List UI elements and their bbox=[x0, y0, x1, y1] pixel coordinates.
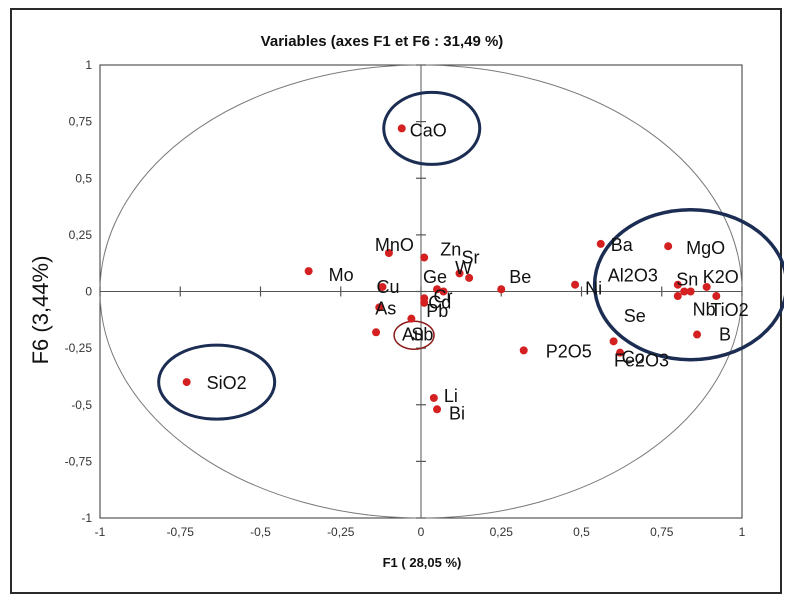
label-ni: Ni bbox=[585, 279, 602, 299]
point-b bbox=[693, 330, 702, 339]
x-axis-label: F1 ( 28,05 %) bbox=[383, 555, 462, 570]
label-ba: Ba bbox=[611, 235, 634, 255]
y-tick-label: -1 bbox=[81, 511, 92, 525]
point-fe2o3 bbox=[616, 348, 625, 357]
point-pb bbox=[420, 298, 429, 307]
point-nb bbox=[686, 287, 695, 296]
x-tick-label: -0,75 bbox=[167, 525, 195, 539]
label-mno: MnO bbox=[375, 235, 414, 255]
x-tick-label: 0,25 bbox=[490, 525, 514, 539]
label-as: As bbox=[375, 298, 396, 318]
label-sio2: SiO2 bbox=[207, 373, 247, 393]
label-tio2: TiO2 bbox=[710, 300, 748, 320]
point-cu bbox=[378, 282, 387, 291]
y-tick-label: -0,5 bbox=[71, 398, 92, 412]
point-bi bbox=[433, 405, 442, 414]
point-ba bbox=[596, 239, 605, 248]
point-mno bbox=[384, 248, 393, 257]
point-au bbox=[372, 328, 381, 337]
y-tick-label: -0,75 bbox=[65, 454, 93, 468]
label-cao: CaO bbox=[410, 120, 447, 140]
point-as bbox=[375, 303, 384, 312]
point-cao bbox=[397, 124, 406, 133]
point-ni bbox=[571, 280, 580, 289]
x-tick-label: -0,25 bbox=[327, 525, 355, 539]
label-be: Be bbox=[509, 267, 531, 287]
point-p2o5 bbox=[519, 346, 528, 355]
x-tick-label: 1 bbox=[739, 525, 746, 539]
label-se: Se bbox=[624, 306, 646, 326]
x-tick-label: 0 bbox=[418, 525, 425, 539]
label-cd: Cd bbox=[428, 292, 451, 312]
point-sr bbox=[455, 269, 464, 278]
label-zn: Zn bbox=[440, 240, 461, 260]
y-tick-label: -0,25 bbox=[65, 341, 93, 355]
point-se bbox=[673, 292, 682, 301]
label-cu: Cu bbox=[376, 277, 399, 297]
point-sb bbox=[407, 314, 416, 323]
label-cr: Cr bbox=[433, 287, 452, 307]
point-sio2 bbox=[182, 378, 191, 387]
point-sn bbox=[680, 287, 689, 296]
y-tick-label: 0 bbox=[85, 285, 92, 299]
label-k2o: K2O bbox=[703, 267, 739, 287]
label-pb: Pb bbox=[426, 301, 448, 321]
y-tick-label: 0,75 bbox=[69, 115, 93, 129]
label-ge: Ge bbox=[423, 267, 447, 287]
highlight-circle-sio2 bbox=[157, 343, 277, 421]
label-p2o5: P2O5 bbox=[546, 341, 592, 361]
label-co: Co bbox=[622, 347, 645, 367]
label-sr: Sr bbox=[462, 247, 480, 267]
scatter-chart: Variables (axes F1 et F6 : 31,49 %) -1 -0… bbox=[28, 33, 784, 570]
point-tio2 bbox=[712, 292, 721, 301]
point-mgo bbox=[664, 242, 673, 251]
point-ge bbox=[433, 285, 442, 294]
highlight-circle-cao bbox=[382, 90, 482, 166]
y-tick-label: 0,5 bbox=[75, 171, 92, 185]
point-k2o bbox=[702, 282, 711, 291]
y-tick-label: 0,25 bbox=[69, 228, 93, 242]
label-fe2o3: Fe2O3 bbox=[614, 351, 669, 371]
label-sb: Sb bbox=[411, 325, 433, 345]
x-tick-label: -0,5 bbox=[250, 525, 271, 539]
label-nb: Nb bbox=[693, 300, 716, 320]
label-w: W bbox=[455, 258, 472, 278]
x-tick-label: -1 bbox=[95, 525, 106, 539]
point-w bbox=[465, 273, 474, 282]
point-be bbox=[497, 285, 506, 294]
label-li: Li bbox=[444, 386, 458, 406]
highlight-circle-right-cluster bbox=[592, 207, 784, 362]
label-al2o3: Al2O3 bbox=[608, 266, 658, 286]
chart-frame: Variables (axes F1 et F6 : 31,49 %) -1 -0… bbox=[10, 8, 784, 594]
label-bi: Bi bbox=[449, 403, 465, 423]
label-mgo: MgO bbox=[686, 238, 725, 258]
point-zn bbox=[420, 253, 429, 262]
point-co bbox=[609, 337, 618, 346]
x-tick-label: 0,75 bbox=[650, 525, 674, 539]
chart-title: Variables (axes F1 et F6 : 31,49 %) bbox=[261, 33, 504, 50]
y-tick-label: 1 bbox=[85, 58, 92, 72]
label-sn: Sn bbox=[676, 270, 698, 290]
label-au: Au bbox=[402, 324, 424, 344]
label-mo: Mo bbox=[329, 265, 354, 285]
point-mo bbox=[304, 267, 313, 276]
point-cr bbox=[439, 287, 448, 296]
y-axis-label: F6 (3,44%) bbox=[28, 256, 53, 365]
point-li bbox=[429, 393, 438, 402]
point-al2o3 bbox=[673, 280, 682, 289]
x-tick-label: 0,5 bbox=[573, 525, 590, 539]
label-b: B bbox=[719, 325, 731, 345]
